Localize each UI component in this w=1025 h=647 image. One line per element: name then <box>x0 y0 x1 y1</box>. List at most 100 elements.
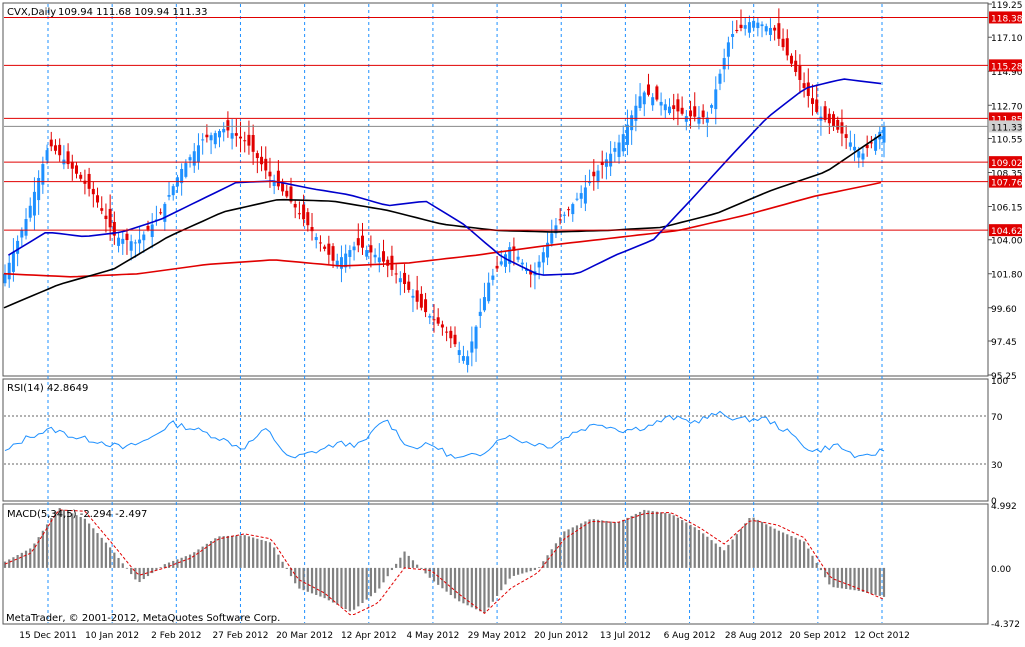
macd-histogram-bar <box>222 536 225 568</box>
macd-histogram-bar <box>273 547 276 568</box>
macd-histogram-bar <box>668 513 671 568</box>
price-level-label: 118.38 <box>991 14 1023 24</box>
macd-histogram-bar <box>550 549 553 568</box>
candle-body <box>726 42 730 57</box>
macd-histogram-bar <box>344 567 347 610</box>
candle-body <box>882 126 886 143</box>
rsi-tick-label: 0 <box>991 497 997 507</box>
macd-histogram-bar <box>331 567 335 603</box>
macd-histogram-bar <box>474 567 478 610</box>
candle-body <box>634 105 638 121</box>
candle-body <box>205 134 209 138</box>
candle-body <box>3 273 7 284</box>
macd-histogram-bar <box>571 527 574 568</box>
candle-body <box>293 203 297 208</box>
candle-body <box>554 225 558 234</box>
candle-body <box>209 135 213 141</box>
candle-body <box>125 233 129 241</box>
candle-body <box>327 243 331 255</box>
candle-body <box>861 153 865 160</box>
macd-histogram-bar <box>252 537 255 568</box>
macd-histogram-bar <box>159 567 162 568</box>
candle-body <box>613 148 617 152</box>
candle-body <box>83 180 87 184</box>
macd-histogram-bar <box>197 549 200 568</box>
candle-body <box>201 139 205 141</box>
candle-body <box>264 158 268 171</box>
candle-body <box>853 146 857 151</box>
macd-histogram-bar <box>786 534 789 568</box>
macd-histogram-bar <box>626 517 629 568</box>
macd-histogram-bar <box>289 567 293 577</box>
macd-histogram-bar <box>739 528 743 568</box>
candle-body <box>857 151 861 158</box>
candle-body <box>318 242 322 244</box>
candle-body <box>617 142 621 157</box>
price-tick-label: 95.25 <box>991 372 1017 382</box>
candle-body <box>768 27 772 35</box>
candle-body <box>668 106 672 114</box>
current-price-tag <box>989 120 1022 133</box>
candle-body <box>508 247 512 264</box>
macd-histogram-bar <box>651 511 654 568</box>
candle-body <box>314 237 318 241</box>
candle-body <box>651 97 655 106</box>
macd-histogram-bar <box>710 540 713 568</box>
macd-histogram-bar <box>525 567 528 573</box>
macd-histogram-bar <box>487 567 490 608</box>
candle-body <box>747 22 751 33</box>
candle-body <box>676 99 680 112</box>
macd-histogram-bar <box>857 567 860 591</box>
candle-body <box>382 251 386 262</box>
x-tick-label: 12 Oct 2012 <box>854 631 910 641</box>
price-level-label: 109.02 <box>991 159 1023 169</box>
candle-body <box>701 110 705 118</box>
macd-histogram-bar <box>470 567 473 608</box>
candle-body <box>230 133 234 139</box>
macd-histogram-bar <box>840 567 844 589</box>
candle-body <box>693 106 697 117</box>
candle-body <box>356 238 360 246</box>
candle-body <box>848 142 852 147</box>
x-tick-label: 27 Feb 2012 <box>212 631 268 641</box>
macd-histogram-bar <box>235 535 238 568</box>
macd-histogram-bar <box>374 567 377 593</box>
macd-histogram-bar <box>836 567 839 588</box>
candle-body <box>672 105 676 110</box>
price-level-label: 104.62 <box>991 227 1023 237</box>
macd-histogram-bar <box>386 567 389 577</box>
macd-histogram-bar <box>138 567 141 583</box>
candle-body <box>91 188 95 195</box>
candle-body <box>180 168 184 184</box>
macd-histogram-bar <box>214 538 217 568</box>
macd-histogram-bar <box>453 567 457 599</box>
macd-histogram-bar <box>247 536 251 568</box>
candle-body <box>117 237 121 246</box>
macd-histogram-bar <box>773 528 776 568</box>
macd-histogram-bar <box>416 564 419 568</box>
macd-histogram-bar <box>861 567 865 592</box>
candle-body <box>419 293 423 308</box>
macd-histogram-bar <box>306 567 309 592</box>
macd-histogram-bar <box>205 543 208 568</box>
macd-histogram-bar <box>231 535 234 568</box>
macd-histogram-bar <box>134 567 137 580</box>
candle-body <box>495 265 499 269</box>
candle-body <box>7 262 11 280</box>
candle-body <box>184 163 188 177</box>
candle-body <box>243 140 247 142</box>
candle-body <box>621 134 625 152</box>
macd-histogram-bar <box>302 567 305 591</box>
macd-histogram-bar <box>336 567 339 605</box>
sma-mid-line <box>3 133 882 309</box>
macd-histogram-bar <box>882 567 886 597</box>
candle-body <box>239 136 243 139</box>
macd-panel <box>3 508 886 616</box>
candle-body <box>512 246 516 251</box>
macd-histogram-bar <box>340 567 343 607</box>
price-level-tag <box>989 156 1022 169</box>
candle-body <box>865 144 869 149</box>
candle-body <box>499 261 503 265</box>
